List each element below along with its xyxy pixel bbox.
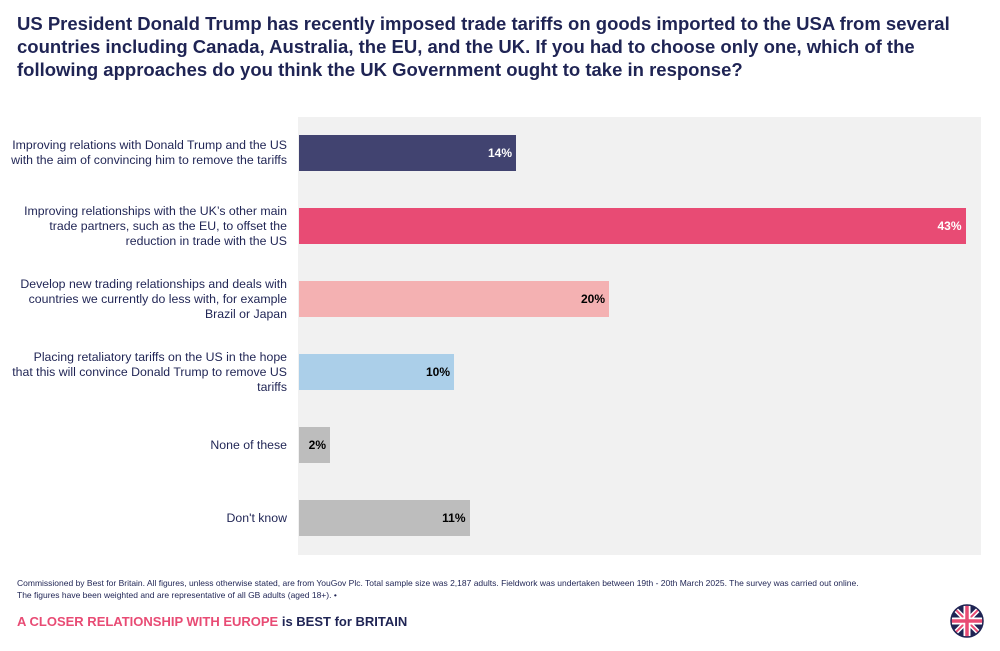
bar-value-label: 10% — [425, 365, 450, 379]
best-for-britain-logo-icon — [950, 604, 984, 638]
bar-value-label: 20% — [580, 292, 605, 306]
tagline-highlight: A CLOSER RELATIONSHIP WITH EUROPE — [17, 614, 279, 629]
bar — [299, 500, 470, 536]
chart-title: US President Donald Trump has recently i… — [17, 13, 950, 80]
bar-value-label: 11% — [442, 511, 466, 525]
category-label: Improving relations with Donald Trump an… — [11, 138, 287, 167]
tagline: A CLOSER RELATIONSHIP WITH EUROPE is BES… — [17, 614, 407, 629]
category-label: Develop new trading relationships and de… — [20, 276, 287, 321]
bar — [299, 427, 330, 463]
bar-value-label: 2% — [308, 438, 326, 452]
bar — [299, 208, 966, 244]
bar — [299, 281, 609, 317]
plot-area — [298, 117, 981, 555]
tagline-rest: is BEST for BRITAIN — [278, 614, 408, 629]
bar — [299, 354, 454, 390]
footnote: Commissioned by Best for Britain. All fi… — [17, 577, 977, 601]
bar — [299, 135, 516, 171]
footnote-line-2: The figures have been weighted and are r… — [17, 590, 337, 600]
category-label: Placing retaliatory tariffs on the US in… — [12, 349, 287, 394]
category-label: Improving relationships with the UK’s ot… — [24, 203, 287, 248]
category-label: Don't know — [226, 510, 287, 525]
bar-value-label: 43% — [937, 219, 962, 233]
category-label: None of these — [210, 437, 287, 452]
footnote-line-1: Commissioned by Best for Britain. All fi… — [17, 578, 859, 588]
bar-value-label: 14% — [487, 146, 512, 160]
